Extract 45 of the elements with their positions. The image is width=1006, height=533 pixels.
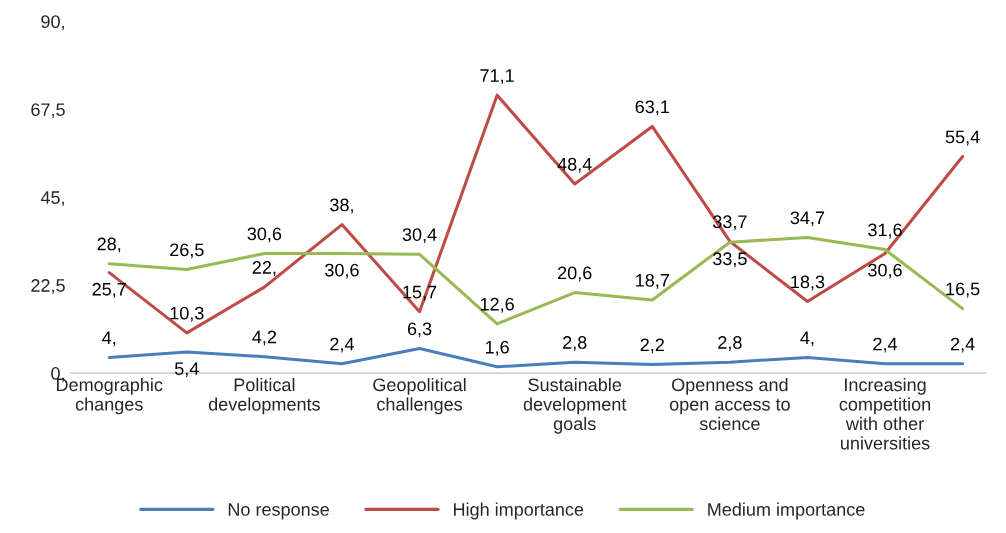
data-label: 55,4: [945, 130, 980, 146]
data-label: 30,4: [402, 228, 437, 244]
data-label: 30,6: [325, 263, 359, 279]
data-label: 38,: [330, 198, 353, 214]
data-label: 18,3: [791, 275, 825, 291]
data-label: 33,5: [712, 252, 747, 268]
data-label: 34,7: [790, 211, 825, 227]
data-label: 31,6: [868, 223, 902, 239]
y-tick-label: 45,: [40, 191, 64, 207]
data-label: 4,: [800, 331, 814, 347]
legend-label: No response: [228, 503, 329, 520]
data-label: 26,5: [170, 243, 204, 259]
data-label: 30,6: [247, 227, 282, 243]
legend-label: Medium importance: [708, 502, 865, 520]
data-label: 4,: [102, 331, 116, 347]
data-label: 2,8: [718, 336, 742, 351]
data-label: 71,1: [480, 69, 514, 85]
data-label: 20,6: [558, 266, 592, 282]
data-label: 10,3: [170, 306, 204, 322]
data-label: 22,: [252, 261, 276, 276]
x-tick-label: Openness and open access to science: [669, 377, 790, 431]
y-tick-label: 67,5: [31, 103, 65, 119]
x-tick-label: Geopolitical challenges: [373, 377, 466, 415]
data-label: 4,2: [252, 330, 277, 346]
data-label: 1,6: [485, 340, 509, 356]
data-label: 2,4: [950, 337, 975, 353]
data-label: 30,6: [868, 263, 902, 279]
data-label: 63,1: [635, 100, 669, 116]
data-label: 2,8: [563, 336, 587, 351]
data-label: 5,4: [174, 362, 199, 378]
legend-label: High importance: [454, 502, 584, 520]
data-label: 16,5: [946, 282, 980, 298]
y-tick-label: 22,5: [31, 279, 65, 295]
data-label: 12,6: [480, 297, 514, 313]
data-label: 2,2: [640, 338, 664, 354]
data-label: 18,7: [636, 273, 669, 289]
x-tick-label: Sustainable development goals: [523, 377, 627, 434]
data-label: 2,4: [330, 337, 354, 353]
y-tick-label: 90,: [41, 15, 64, 31]
data-label: 6,3: [407, 322, 432, 338]
data-label: 25,7: [92, 282, 126, 298]
data-label: 28,: [97, 237, 121, 253]
x-tick-label: Increasing competition with other universities: [839, 377, 931, 450]
x-tick-label: Political developments: [208, 377, 320, 415]
data-label: 2,4: [873, 337, 898, 353]
